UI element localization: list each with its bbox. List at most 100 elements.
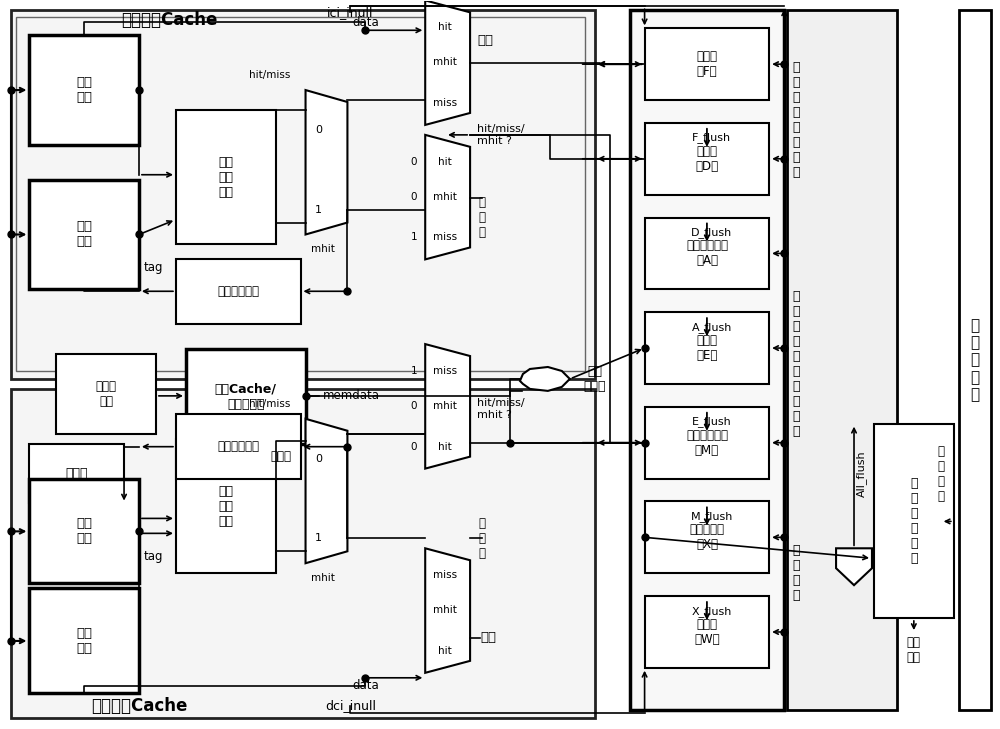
Text: 指令: 指令 (477, 34, 493, 47)
FancyBboxPatch shape (29, 35, 139, 145)
Text: 外
部
中
断: 外 部 中 断 (937, 445, 944, 502)
Text: 1: 1 (315, 534, 322, 543)
Polygon shape (306, 418, 347, 564)
Text: hit: hit (438, 157, 452, 167)
FancyBboxPatch shape (16, 17, 585, 371)
Text: 命中
判断
逻辑: 命中 判断 逻辑 (218, 156, 233, 199)
Text: mhit: mhit (311, 244, 334, 254)
Text: 存储器访问级
（M）: 存储器访问级 （M） (686, 429, 728, 456)
Point (339, 286, 355, 297)
Text: mhit: mhit (433, 192, 457, 202)
Point (131, 85, 147, 96)
Text: 写缓冲: 写缓冲 (65, 467, 88, 480)
Text: hit/miss/
mhit ?: hit/miss/ mhit ? (477, 398, 525, 420)
Text: hit/miss: hit/miss (249, 70, 291, 80)
Text: tag: tag (143, 261, 163, 274)
Text: 0: 0 (315, 125, 322, 135)
Point (776, 342, 792, 354)
Text: 0: 0 (411, 442, 417, 452)
FancyBboxPatch shape (11, 10, 595, 379)
Text: data: data (352, 679, 379, 693)
Text: 数据
阵列: 数据 阵列 (76, 627, 92, 655)
FancyBboxPatch shape (787, 10, 897, 709)
Point (776, 153, 792, 165)
Text: 缺失更新逻辑: 缺失更新逻辑 (217, 285, 259, 297)
FancyBboxPatch shape (11, 389, 595, 717)
Point (3, 85, 19, 96)
Text: X_flush: X_flush (692, 606, 732, 617)
FancyBboxPatch shape (176, 110, 276, 244)
Polygon shape (425, 1, 470, 125)
Text: 异
常
处
理
逻
辑: 异 常 处 理 逻 辑 (910, 477, 918, 566)
Point (776, 58, 792, 70)
FancyBboxPatch shape (874, 424, 954, 618)
Text: F_flush: F_flush (692, 133, 731, 144)
Text: 执行级
（E）: 执行级 （E） (696, 334, 718, 362)
Text: 标志
阵列: 标志 阵列 (76, 518, 92, 545)
Text: 二级Cache/
外部存储器: 二级Cache/ 外部存储器 (215, 383, 277, 411)
Text: 指
令
流
水
线: 指 令 流 水 线 (970, 318, 979, 402)
Point (776, 626, 792, 638)
FancyBboxPatch shape (29, 444, 124, 504)
Point (3, 526, 19, 537)
Point (3, 635, 19, 647)
Point (637, 342, 653, 354)
Text: miss: miss (433, 98, 457, 108)
Polygon shape (836, 548, 872, 585)
Text: 0: 0 (411, 401, 417, 411)
FancyBboxPatch shape (645, 596, 769, 668)
Text: hit/miss: hit/miss (249, 399, 291, 409)
Text: 反
向
清
空
后
继
所
有
指
令: 反 向 清 空 后 继 所 有 指 令 (792, 290, 800, 438)
Point (357, 25, 373, 36)
FancyBboxPatch shape (176, 260, 301, 324)
Point (776, 248, 792, 260)
Point (637, 531, 653, 543)
Text: mhit: mhit (433, 605, 457, 615)
FancyBboxPatch shape (645, 407, 769, 478)
Point (637, 437, 653, 448)
Text: 0: 0 (411, 192, 417, 202)
Text: miss: miss (433, 366, 457, 376)
Text: 优先级
仲裁: 优先级 仲裁 (96, 380, 117, 408)
Text: data: data (352, 16, 379, 29)
Polygon shape (425, 135, 470, 260)
Text: mhit: mhit (433, 401, 457, 411)
FancyBboxPatch shape (959, 10, 991, 709)
Text: tag: tag (143, 550, 163, 563)
Text: mhit: mhit (433, 57, 457, 67)
Text: 内部
异常: 内部 异常 (907, 636, 921, 664)
Text: hit: hit (438, 442, 452, 452)
Text: 读
请
求: 读 请 求 (479, 196, 486, 239)
Text: 停顿
流水线: 停顿 流水线 (583, 365, 606, 393)
Text: dci_inull: dci_inull (325, 699, 376, 712)
Text: 标志
阵列: 标志 阵列 (76, 220, 92, 249)
Point (776, 437, 792, 448)
Text: hit: hit (438, 23, 452, 32)
Text: 数据
阵列: 数据 阵列 (76, 76, 92, 104)
Polygon shape (520, 367, 570, 391)
Polygon shape (306, 90, 347, 235)
FancyBboxPatch shape (176, 414, 301, 478)
Text: ici_inull: ici_inull (327, 6, 374, 19)
Text: A_flush: A_flush (692, 321, 732, 332)
Text: All_flush: All_flush (856, 451, 866, 497)
Text: E_flush: E_flush (692, 416, 732, 427)
FancyBboxPatch shape (645, 123, 769, 195)
Text: memdata: memdata (322, 389, 379, 402)
Text: miss: miss (433, 570, 457, 580)
FancyBboxPatch shape (186, 349, 306, 444)
FancyBboxPatch shape (645, 502, 769, 573)
Text: 写回级
（W）: 写回级 （W） (694, 618, 720, 646)
FancyBboxPatch shape (645, 312, 769, 384)
Text: 1: 1 (315, 205, 322, 214)
Polygon shape (425, 548, 470, 673)
Point (357, 672, 373, 684)
Text: 异
常
处
理
入
口
地
址: 异 常 处 理 入 口 地 址 (792, 61, 800, 179)
Text: 译码级
（D）: 译码级 （D） (695, 145, 718, 173)
Text: 1: 1 (411, 366, 417, 376)
Text: M_flush: M_flush (691, 511, 733, 522)
FancyBboxPatch shape (29, 180, 139, 289)
Text: 寄存器访问级
（A）: 寄存器访问级 （A） (686, 239, 728, 268)
Text: 一级指令Cache: 一级指令Cache (121, 12, 217, 29)
Point (131, 526, 147, 537)
